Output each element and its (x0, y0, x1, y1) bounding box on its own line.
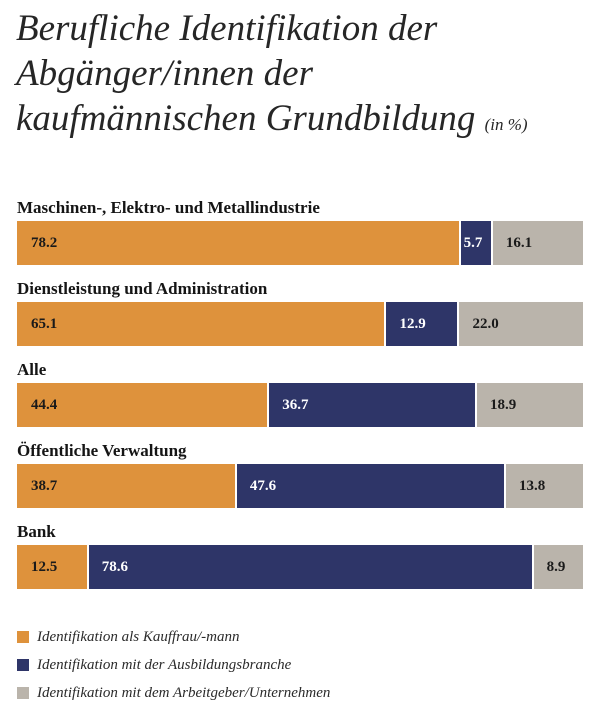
bar-segment-gray (532, 545, 583, 589)
segment-separator (458, 221, 461, 265)
segment-separator (234, 464, 237, 508)
bar-segment-navy (459, 221, 492, 265)
bar-value-label: 13.8 (518, 478, 546, 494)
bar-value-label: 38.7 (31, 478, 58, 494)
legend-label: Identifikation als Kauffrau/-mann (37, 629, 240, 645)
bar-value-label: 5.7 (463, 235, 483, 251)
title-line-3: kaufmännischen Grundbildung (16, 98, 476, 139)
bar-segment-orange (17, 545, 88, 589)
segment-separator (531, 545, 534, 589)
bar-segment-orange (17, 221, 460, 265)
segment-separator (475, 383, 478, 427)
segment-separator (86, 545, 89, 589)
segment-separator (267, 383, 270, 427)
bar-value-label: 18.9 (490, 397, 517, 413)
bar-value-label: 22.0 (472, 316, 499, 332)
legend-swatch-gray (17, 687, 29, 699)
bar-row: 65.1 12.9 22.0 (17, 302, 583, 346)
bar-value-label: 36.7 (282, 397, 309, 413)
bar-segment-gray (476, 383, 583, 427)
bar-value-label: 78.2 (31, 235, 58, 251)
legend-label: Identifikation mit der Ausbildungsbranch… (37, 657, 292, 673)
bar-value-label: 16.1 (505, 235, 533, 251)
bar-segment-navy (268, 383, 477, 427)
bar-segment-orange (17, 464, 236, 508)
bar-value-label: 78.6 (101, 559, 128, 575)
legend-label: Identifikation mit dem Arbeitgeber/Unter… (37, 685, 331, 701)
bar-segment-navy (385, 302, 459, 346)
bar-value-label: 47.6 (249, 478, 277, 494)
category-label: Dienstleistung und Administration (17, 279, 268, 298)
bar-segment-navy (235, 464, 505, 508)
legend-swatch-navy (17, 659, 29, 671)
bar-row: 44.4 36.7 18.9 (17, 383, 583, 427)
category-label: Alle (17, 360, 47, 379)
bar-value-label: 44.4 (31, 397, 58, 413)
category-label: Maschinen-, Elektro- und Metallindustrie (17, 198, 320, 217)
bar-value-label: 8.9 (546, 559, 566, 575)
bar-segment-gray (458, 302, 583, 346)
bar-value-label: 65.1 (31, 316, 58, 332)
bar-row: 38.7 47.6 13.8 (17, 464, 583, 508)
bar-segment-orange (17, 302, 386, 346)
segment-separator (457, 302, 460, 346)
segment-separator (490, 221, 493, 265)
bar-row: 78.2 5.7 16.1 (17, 221, 583, 265)
title-line-1: Berufliche Identifikation der (16, 8, 438, 49)
title-unit: (in %) (484, 115, 528, 134)
bar-segment-orange (17, 383, 269, 427)
category-label: Bank (17, 522, 56, 541)
segment-separator (503, 464, 506, 508)
bar-segment-gray (504, 464, 583, 508)
bar-value-label: 12.9 (399, 316, 426, 332)
legend-swatch-orange (17, 631, 29, 643)
chart-title: Berufliche Identifikation der Abgänger/i… (16, 6, 606, 147)
category-label: Öffentliche Verwaltung (17, 441, 187, 460)
bar-segment-gray (491, 221, 583, 265)
bar-value-label: 12.5 (31, 559, 58, 575)
bar-segment-navy (87, 545, 533, 589)
title-line-2: Abgänger/innen der (16, 53, 313, 94)
bar-row: 12.5 78.6 8.9 (17, 545, 583, 589)
segment-separator (384, 302, 387, 346)
